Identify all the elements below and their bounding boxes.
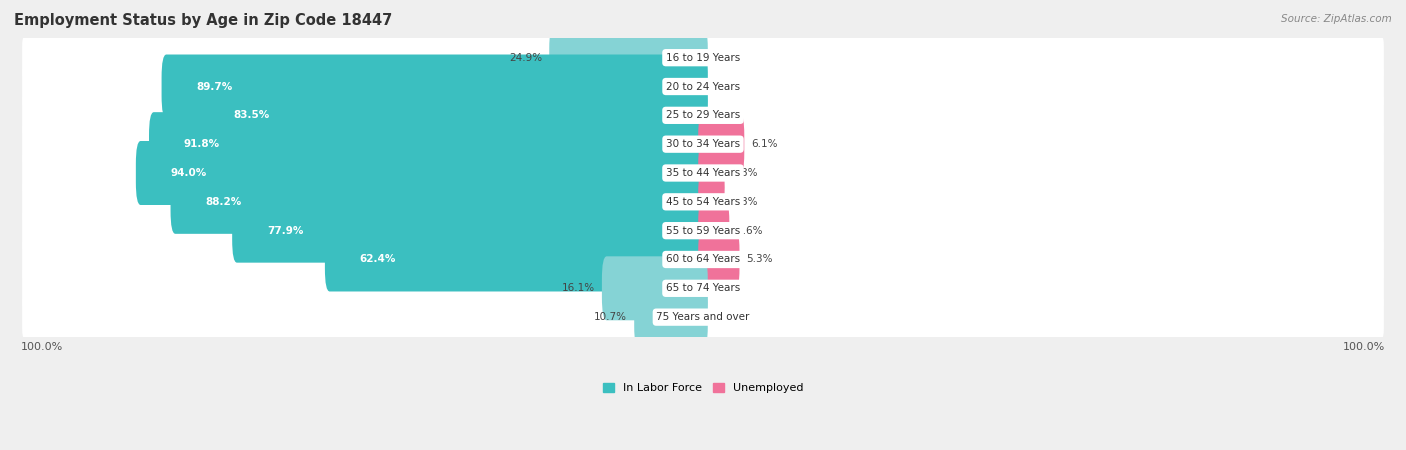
Text: 30 to 34 Years: 30 to 34 Years [666,139,740,149]
Text: Source: ZipAtlas.com: Source: ZipAtlas.com [1281,14,1392,23]
FancyBboxPatch shape [22,124,1384,165]
Text: Employment Status by Age in Zip Code 18447: Employment Status by Age in Zip Code 184… [14,14,392,28]
Text: 10.7%: 10.7% [593,312,627,322]
FancyBboxPatch shape [136,141,707,205]
Text: 2.8%: 2.8% [731,168,758,178]
Text: 35 to 44 Years: 35 to 44 Years [666,168,740,178]
Text: 45 to 54 Years: 45 to 54 Years [666,197,740,207]
FancyBboxPatch shape [22,268,1384,309]
FancyBboxPatch shape [22,239,1384,280]
FancyBboxPatch shape [699,228,740,292]
FancyBboxPatch shape [699,198,730,263]
Text: 100.0%: 100.0% [21,342,63,351]
Text: 100.0%: 100.0% [1343,342,1385,351]
FancyBboxPatch shape [149,112,707,176]
FancyBboxPatch shape [22,95,1384,136]
Text: 65 to 74 Years: 65 to 74 Years [666,284,740,293]
Text: 83.5%: 83.5% [233,110,270,120]
Text: 0.0%: 0.0% [716,284,741,293]
FancyBboxPatch shape [22,210,1384,251]
Text: 16 to 19 Years: 16 to 19 Years [666,53,740,63]
Text: 77.9%: 77.9% [267,225,304,236]
Text: 55 to 59 Years: 55 to 59 Years [666,225,740,236]
Text: 0.0%: 0.0% [716,81,741,91]
Text: 91.8%: 91.8% [184,139,219,149]
FancyBboxPatch shape [22,297,1384,338]
Text: 0.0%: 0.0% [716,53,741,63]
FancyBboxPatch shape [550,26,707,90]
Text: 0.0%: 0.0% [716,110,741,120]
FancyBboxPatch shape [699,141,724,205]
FancyBboxPatch shape [22,181,1384,222]
Text: 5.3%: 5.3% [747,255,773,265]
FancyBboxPatch shape [602,256,707,320]
FancyBboxPatch shape [699,170,724,234]
FancyBboxPatch shape [22,153,1384,194]
Text: 24.9%: 24.9% [509,53,543,63]
Text: 16.1%: 16.1% [561,284,595,293]
FancyBboxPatch shape [170,170,707,234]
Text: 88.2%: 88.2% [205,197,242,207]
Text: 60 to 64 Years: 60 to 64 Years [666,255,740,265]
Legend: In Labor Force, Unemployed: In Labor Force, Unemployed [598,379,808,398]
Text: 25 to 29 Years: 25 to 29 Years [666,110,740,120]
FancyBboxPatch shape [699,112,744,176]
FancyBboxPatch shape [22,66,1384,107]
Text: 94.0%: 94.0% [170,168,207,178]
FancyBboxPatch shape [325,228,707,292]
FancyBboxPatch shape [198,83,707,147]
Text: 75 Years and over: 75 Years and over [657,312,749,322]
FancyBboxPatch shape [634,285,707,349]
FancyBboxPatch shape [22,37,1384,78]
Text: 89.7%: 89.7% [197,81,232,91]
Text: 0.0%: 0.0% [716,312,741,322]
Text: 3.6%: 3.6% [737,225,763,236]
FancyBboxPatch shape [232,198,707,263]
Text: 2.8%: 2.8% [731,197,758,207]
FancyBboxPatch shape [162,54,707,118]
Text: 20 to 24 Years: 20 to 24 Years [666,81,740,91]
Text: 6.1%: 6.1% [751,139,778,149]
Text: 62.4%: 62.4% [360,255,396,265]
